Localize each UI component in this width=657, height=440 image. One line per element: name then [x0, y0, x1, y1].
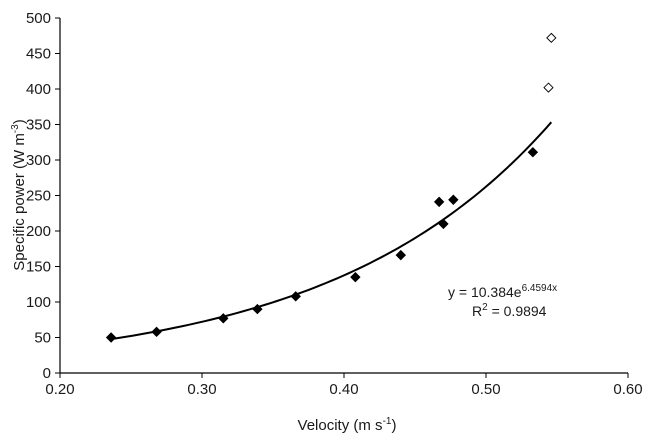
- data-point: [395, 249, 407, 261]
- x-tick-label: 0.30: [187, 381, 216, 398]
- x-tick-label: 0.40: [329, 381, 358, 398]
- data-point: [448, 194, 459, 205]
- data-points: [105, 32, 557, 343]
- y-tick-label: 500: [26, 10, 51, 27]
- y-tick-label: 50: [34, 330, 51, 347]
- data-point: [433, 196, 445, 208]
- data-point: [438, 218, 449, 230]
- y-tick-label: 300: [26, 152, 51, 169]
- x-tick-label: 0.20: [45, 381, 74, 398]
- data-point: [151, 326, 162, 338]
- trend-equation: y = 10.384e6.4594x: [448, 283, 557, 300]
- r-squared: R2 = 0.9894: [472, 302, 547, 319]
- x-tick-label: 0.50: [471, 381, 500, 398]
- data-point: [218, 313, 229, 324]
- data-point: [350, 271, 361, 283]
- y-tick-label: 450: [26, 46, 51, 63]
- axes: [59, 18, 628, 374]
- y-axis-title: Specific power (W m-3): [10, 119, 28, 270]
- x-axis-title: Velocity (m s-1): [298, 416, 397, 434]
- x-tick-label: 0.60: [613, 381, 642, 398]
- y-tick-label: 0: [43, 365, 51, 382]
- data-point: [252, 303, 263, 315]
- x-ticks: 0.20 0.30 0.40 0.50 0.60: [45, 373, 643, 398]
- hollow-data-point: [546, 32, 557, 44]
- trendline: [110, 121, 553, 341]
- y-tick-label: 250: [26, 188, 51, 205]
- y-ticks: 0 50 100 150 200 250 300 350 400 450 500: [26, 10, 60, 382]
- data-point: [527, 146, 539, 158]
- y-tick-label: 100: [26, 294, 51, 311]
- data-point: [290, 291, 301, 302]
- y-tick-label: 200: [26, 223, 51, 240]
- hollow-data-point: [543, 82, 554, 93]
- y-tick-label: 400: [26, 81, 51, 98]
- y-tick-label: 350: [26, 117, 51, 134]
- data-point: [105, 332, 117, 343]
- y-tick-label: 150: [26, 259, 51, 276]
